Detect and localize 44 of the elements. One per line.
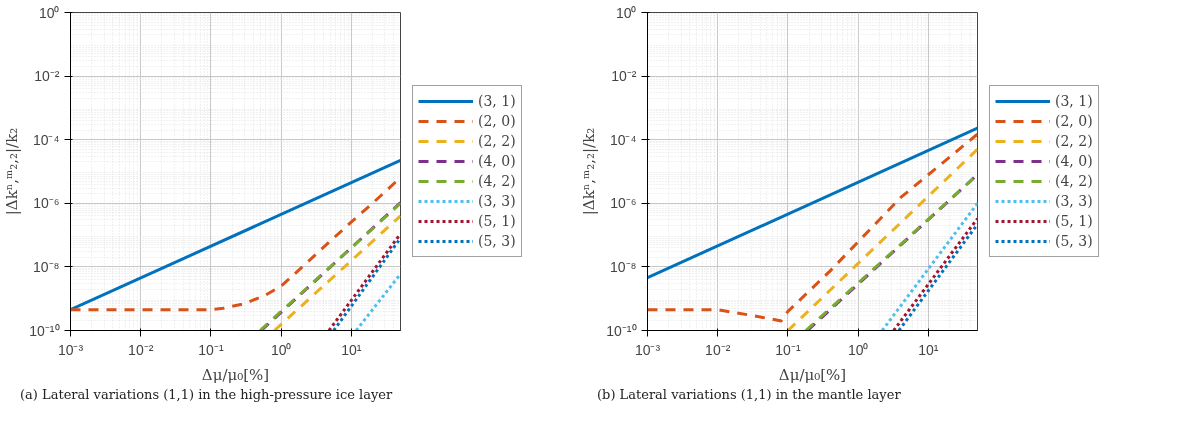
y-tick-label: 10⁰ xyxy=(615,4,637,21)
text: (a) Lateral variations (1,1) in the high-pressure ice layer xyxy=(20,386,393,404)
x-tick-label: 10⁻³ xyxy=(634,341,661,358)
x-tick-label: 10⁰ xyxy=(270,341,292,358)
y-tick-label: 10⁻⁶ xyxy=(33,195,60,212)
legend-label: (5, 3) xyxy=(478,232,516,251)
y-tick-label: 10⁻² xyxy=(34,68,60,85)
y-tick-label: 10⁻⁶ xyxy=(610,195,637,212)
text: (b) Lateral variations (1,1) in the mantle layer xyxy=(597,386,901,404)
legend-label: (4, 2) xyxy=(1055,172,1093,191)
legend-label: (5, 1) xyxy=(1055,212,1093,231)
y-tick-label: 10⁻⁴ xyxy=(32,131,60,148)
y-tick-label: 10⁻² xyxy=(611,68,637,85)
y-tick-label: 10⁻¹⁰ xyxy=(29,322,60,339)
legend-label: (2, 0) xyxy=(478,112,516,131)
y-axis-title: |Δkⁿ,ᵐ₂,₂|/k₂ xyxy=(3,127,22,216)
legend-label: (3, 3) xyxy=(1055,192,1093,211)
y-tick-label: 10⁻¹⁰ xyxy=(606,322,637,339)
y-tick-label: 10⁻⁸ xyxy=(33,258,60,275)
x-axis-title: Δμ/μ₀[%] xyxy=(778,365,847,384)
x-tick-label: 10⁻¹ xyxy=(198,341,224,358)
x-tick-label: 10⁻³ xyxy=(57,341,84,358)
x-tick-label: 10¹ xyxy=(918,341,939,358)
x-tick-label: 10⁻² xyxy=(705,341,731,358)
legend-label: (3, 3) xyxy=(478,192,516,211)
legend-label: (2, 0) xyxy=(1055,112,1093,131)
legend-label: (4, 2) xyxy=(478,172,516,191)
x-tick-label: 10⁰ xyxy=(847,341,869,358)
x-tick-label: 10⁻¹ xyxy=(775,341,801,358)
y-axis-title: |Δkⁿ,ᵐ₂,₂|/k₂ xyxy=(580,127,599,216)
legend-label: (4, 0) xyxy=(1055,152,1093,171)
legend-label: (3, 1) xyxy=(478,92,516,111)
y-tick-label: 10⁻⁴ xyxy=(609,131,637,148)
x-tick-label: 10⁻² xyxy=(128,341,154,358)
legend-label: (2, 2) xyxy=(1055,132,1093,151)
legend-label: (5, 3) xyxy=(1055,232,1093,251)
legend-label: (5, 1) xyxy=(478,212,516,231)
x-axis-title: Δμ/μ₀[%] xyxy=(201,365,270,384)
legend-label: (4, 0) xyxy=(478,152,516,171)
y-tick-label: 10⁻⁸ xyxy=(610,258,637,275)
x-tick-label: 10¹ xyxy=(341,341,362,358)
legend-label: (3, 1) xyxy=(1055,92,1093,111)
y-tick-label: 10⁰ xyxy=(38,4,60,21)
legend-label: (2, 2) xyxy=(478,132,516,151)
